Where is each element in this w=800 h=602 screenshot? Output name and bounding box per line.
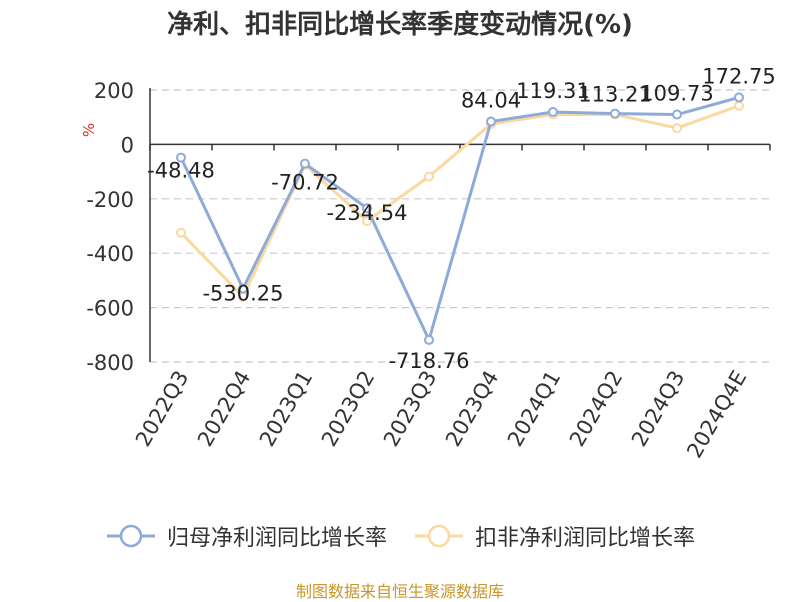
data-point-series-2: [672, 123, 682, 134]
data-point-series-1: [548, 106, 558, 117]
series-line-1: [179, 95, 740, 342]
data-label-series-1: -718.76: [388, 349, 469, 373]
data-point-series-2: [362, 216, 372, 227]
y-tick-label: -800: [86, 351, 134, 375]
y-tick-label: -600: [86, 297, 134, 321]
legend-item-series-2[interactable]: 扣非净利润同比增长率: [413, 520, 695, 552]
chart-title: 净利、扣非同比增长率季度变动情况(%): [167, 10, 633, 40]
legend-marker-series-1: [119, 524, 143, 548]
y-axis-label: %: [80, 123, 98, 137]
x-tick-label: 2022Q3: [131, 367, 193, 451]
data-label-series-1: 109.73: [640, 82, 713, 106]
x-tick-label: 2024Q1: [503, 367, 565, 451]
data-point-series-2: [734, 100, 744, 111]
source-note: 制图数据来自恒生聚源数据库: [295, 582, 504, 601]
chart-legend: 归母净利润同比增长率 扣非净利润同比增长率: [0, 520, 800, 552]
data-point-series-1: [424, 334, 434, 345]
data-label-series-1: -48.48: [147, 159, 215, 183]
data-label-series-1: -70.72: [271, 171, 339, 195]
data-point-series-2: [424, 171, 434, 182]
data-point-series-1: [672, 109, 682, 120]
data-label-series-1: 84.04: [461, 89, 521, 113]
x-tick-label: 2024Q3: [627, 367, 689, 451]
data-point-series-1: [362, 203, 372, 214]
x-tick-label: 2024Q4E: [682, 367, 751, 463]
x-tick-label: 2024Q2: [565, 367, 627, 451]
x-tick-label: 2023Q2: [317, 367, 379, 451]
x-tick-label: 2023Q3: [379, 367, 441, 451]
legend-item-series-1[interactable]: 归母净利润同比增长率: [105, 520, 387, 552]
legend-marker-series-2: [427, 524, 451, 548]
data-label-series-1: -234.54: [326, 201, 407, 225]
x-tick-label: 2023Q1: [255, 367, 317, 451]
legend-swatch-series-2: [415, 524, 463, 548]
legend-swatch-series-1: [106, 524, 155, 548]
series-line-2: [179, 104, 740, 299]
legend-label-series-2: 扣非净利润同比增长率: [475, 526, 696, 551]
data-point-series-1: [486, 116, 496, 127]
data-point-series-1: [610, 108, 620, 119]
x-tick-label: 2022Q4: [193, 367, 255, 451]
data-point-series-2: [176, 227, 186, 238]
data-label-series-1: 119.31: [516, 79, 589, 103]
data-label-series-1: 172.75: [702, 64, 775, 88]
data-label-series-1: -530.25: [202, 282, 283, 306]
y-tick-label: -400: [86, 242, 134, 266]
data-point-series-1: [734, 92, 744, 103]
y-tick-label: 200: [94, 79, 134, 103]
x-tick-label: 2023Q4: [441, 367, 503, 451]
legend-label-series-1: 归母净利润同比增长率: [166, 526, 387, 551]
data-point-series-1: [176, 152, 186, 163]
data-point-series-1: [300, 158, 310, 169]
y-tick-label: -200: [86, 188, 134, 212]
data-point-series-1: [238, 283, 248, 294]
data-label-series-1: 113.21: [578, 83, 651, 107]
y-tick-label: 0: [121, 133, 134, 157]
